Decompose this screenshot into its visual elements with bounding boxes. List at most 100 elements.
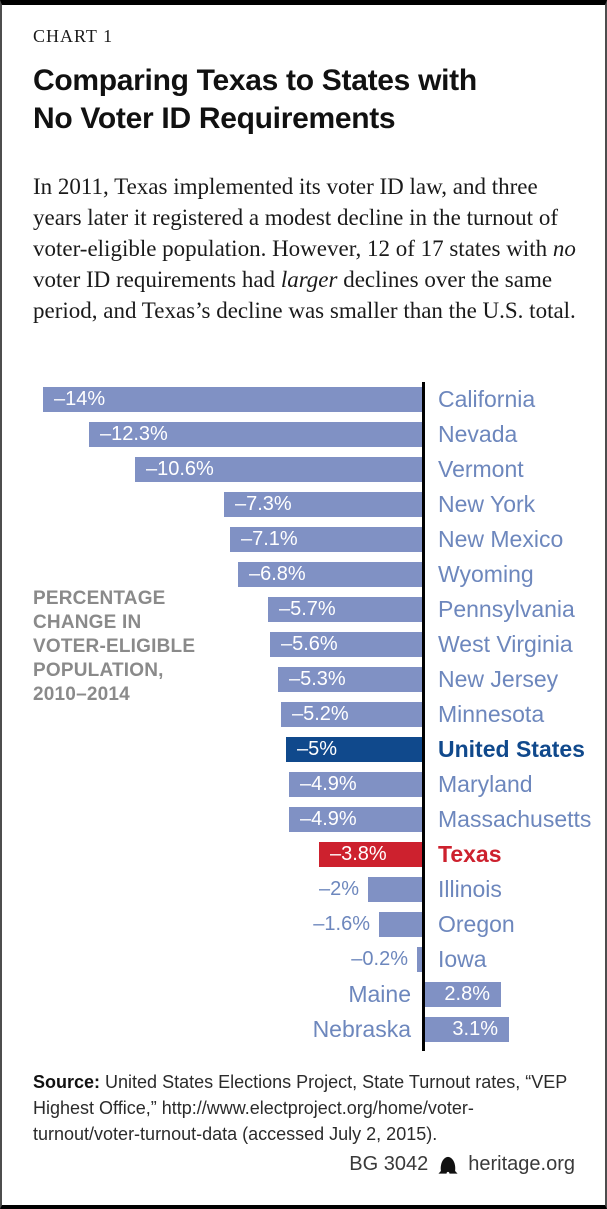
bar-value-label: –5% [297,738,338,760]
bar-row: –14% California [2,386,605,422]
bar-chart: PERCENTAGE CHANGE IN VOTER-ELIGIBLE POPULAT… [2,382,605,1052]
source-note: Source: United States Elections Project,… [33,1069,578,1147]
site-name: heritage.org [468,1153,575,1175]
bar [43,387,422,412]
bar [238,562,422,587]
state-label: California [438,386,536,412]
bar [270,632,422,657]
bar [289,807,422,832]
state-label: Texas [438,841,502,867]
bar-value-label: –6.8% [249,563,306,585]
y-axis-label-line: POPULATION, [33,660,164,681]
bar-value-label: –5.2% [292,703,349,725]
intro-italic-word: no [552,236,576,261]
state-label: Minnesota [438,701,545,727]
bar [289,772,422,797]
bar-row: –3.8% Texas [2,841,605,877]
intro-paragraph: In 2011, Texas implemented its voter ID … [33,171,585,326]
y-axis-label: PERCENTAGE CHANGE IN VOTER-ELIGIBLE POPULAT… [33,587,195,707]
intro-text: In 2011, Texas implemented its voter ID … [33,174,558,261]
intro-text: voter ID requirements had [33,267,281,292]
bar-value-label: –4.9% [300,773,357,795]
bar [89,422,422,447]
bar [135,457,422,482]
bar [278,667,422,692]
bar [417,947,422,972]
axis-baseline [422,382,425,1051]
state-label: Nevada [438,421,518,447]
bar-row: 2.8% Maine [2,981,605,1017]
bar-value-label: –0.2% [351,948,408,970]
bar-value-label: –7.3% [235,493,292,515]
bar [281,702,422,727]
heritage-bell-icon [437,1155,459,1175]
bar-value-label: 2.8% [444,983,490,1005]
bar-value-label: –14% [54,388,106,410]
state-label: Illinois [438,876,502,902]
y-axis-label-line: CHANGE IN [33,612,142,633]
bar-value-label: –5.3% [289,668,346,690]
y-axis-label-line: PERCENTAGE [33,588,166,609]
state-label: Wyoming [438,561,534,587]
bar-row: –5% United States [2,736,605,772]
bar-row: –5.2% Minnesota [2,701,605,737]
state-label: Maryland [438,771,533,797]
bar-row: –12.3% Nevada [2,421,605,457]
page-title: Comparing Texas to States with No Voter … [33,62,477,138]
page-title-line2: No Voter ID Requirements [33,102,396,135]
state-label: Pennsylvania [438,596,575,622]
bar-row: –5.7% Pennsylvania [2,596,605,632]
source-text: United States Elections Project, State T… [33,1072,567,1144]
bar-row: –4.9% Maryland [2,771,605,807]
y-axis-label-line: 2010–2014 [33,684,130,705]
bar-row: –5.6% West Virginia [2,631,605,667]
state-label: Vermont [438,456,524,482]
bar-row: –7.3% New York [2,491,605,527]
state-label: United States [438,736,585,762]
bar-value-label: –5.7% [279,598,336,620]
page-title-line1: Comparing Texas to States with [33,64,477,97]
bar [379,912,422,937]
bar [268,597,422,622]
bar [224,492,422,517]
bar-row: –2% Illinois [2,876,605,912]
y-axis-label-line: VOTER-ELIGIBLE [33,636,196,657]
bar-row: –6.8% Wyoming [2,561,605,597]
bar-value-label: –12.3% [100,423,168,445]
state-label: Oregon [438,911,515,937]
bar [425,982,501,1007]
state-label: Iowa [438,946,487,972]
bar-row: –1.6% Oregon [2,911,605,947]
intro-italic-word: larger [280,267,338,292]
bar-row: 3.1% Nebraska [2,1016,605,1052]
bar-value-label: –7.1% [241,528,298,550]
bar-row: –5.3% New Jersey [2,666,605,702]
bar-value-label: 3.1% [452,1018,498,1040]
bar-row: –7.1% New Mexico [2,526,605,562]
bar-value-label: –1.6% [313,913,370,935]
bar-value-label: –4.9% [300,808,357,830]
state-label: Nebraska [312,1016,411,1042]
bar [319,842,422,867]
intro-text: declines over the same period, and Texas… [33,267,576,323]
state-label: New Jersey [438,666,559,692]
bar-row: –4.9% Massachusetts [2,806,605,842]
bar-row: –0.2% Iowa [2,946,605,982]
bar [425,1017,509,1042]
chart-kicker: CHART 1 [33,26,114,46]
bar-value-label: –2% [318,878,359,900]
source-label: Source: [33,1072,101,1092]
bar [286,737,422,762]
bar-value-label: –3.8% [330,843,387,865]
doc-id: BG 3042 [349,1153,429,1175]
state-label: Maine [348,981,411,1007]
bar [368,877,422,902]
state-label: New York [438,491,536,517]
state-label: Massachusetts [438,806,592,832]
state-label: New Mexico [438,526,564,552]
bar-row: –10.6% Vermont [2,456,605,492]
bar-value-label: –10.6% [146,458,214,480]
bar-value-label: –5.6% [281,633,338,655]
footer-credit: BG 3042 heritage.org [349,1153,575,1176]
